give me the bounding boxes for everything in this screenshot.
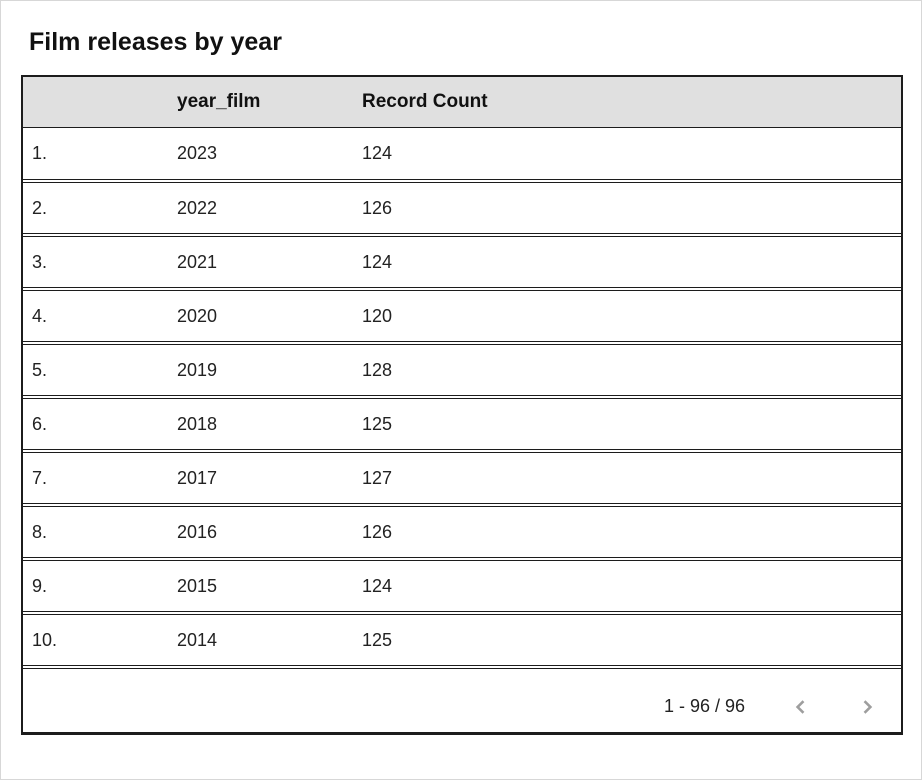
chevron-right-icon: [855, 694, 881, 720]
record-count-cell: 125: [362, 629, 393, 650]
table-row: 9. 2015 124: [23, 560, 901, 612]
row-number-cell: 4.: [32, 305, 48, 326]
table-row: 2. 2022 126: [23, 182, 901, 234]
table-row: 4. 2020 120: [23, 290, 901, 342]
record-count-cell: 120: [362, 305, 393, 326]
year-film-cell: 2023: [177, 143, 218, 163]
table-row: 8. 2016 126: [23, 506, 901, 558]
row-number-cell: 8.: [32, 521, 48, 542]
year-film-cell: 2016: [177, 521, 218, 542]
table-row: 5. 2019 128: [23, 344, 901, 396]
record-count-cell: 126: [362, 197, 393, 218]
next-page-button[interactable]: [851, 690, 885, 724]
year-film-cell: 2014: [177, 629, 218, 650]
row-number-cell: 7.: [32, 467, 48, 488]
year-film-cell: 2022: [177, 197, 218, 218]
row-number-cell: 5.: [32, 359, 48, 380]
pagination-range-label: 1 - 96 / 96: [663, 696, 745, 716]
year-film-cell: 2021: [177, 251, 218, 272]
row-number-cell: 9.: [32, 575, 48, 596]
row-number-cell: 3.: [32, 251, 48, 272]
year-film-cell: 2017: [177, 467, 218, 488]
row-number-cell: 6.: [32, 413, 48, 434]
header-year-film: year_film: [177, 91, 261, 112]
page-title: Film releases by year: [29, 28, 282, 56]
record-count-cell: 124: [362, 251, 393, 272]
record-count-cell: 124: [362, 143, 393, 163]
header-record-count: Record Count: [362, 91, 488, 112]
previous-page-button[interactable]: [783, 690, 817, 724]
table-row: 1. 2023 124: [23, 128, 901, 180]
table-row: 10. 2014 125: [23, 614, 901, 666]
record-count-cell: 124: [362, 575, 393, 596]
table-body: 1. 2023 124 2. 2022 126 3. 2021 124 4. 2…: [23, 128, 901, 666]
table-row: 3. 2021 124: [23, 236, 901, 288]
year-film-cell: 2015: [177, 575, 218, 596]
row-number-cell: 2.: [32, 197, 48, 218]
year-film-cell: 2019: [177, 359, 218, 380]
year-film-cell: 2018: [177, 413, 218, 434]
record-count-cell: 125: [362, 413, 393, 434]
record-count-cell: 126: [362, 521, 393, 542]
chevron-left-icon: [787, 694, 813, 720]
table-row: 6. 2018 125: [23, 398, 901, 450]
record-count-cell: 127: [362, 467, 393, 488]
row-number-cell: 1.: [32, 143, 48, 163]
table-row: 7. 2017 127: [23, 452, 901, 504]
record-count-cell: 128: [362, 359, 393, 380]
row-number-cell: 10.: [32, 629, 58, 650]
film-releases-table: year_film Record Count 1. 2023 124 2. 20…: [21, 75, 903, 735]
table-footer: 1 - 96 / 96: [23, 668, 901, 733]
table-header-row: year_film Record Count: [23, 77, 901, 128]
year-film-cell: 2020: [177, 305, 218, 326]
